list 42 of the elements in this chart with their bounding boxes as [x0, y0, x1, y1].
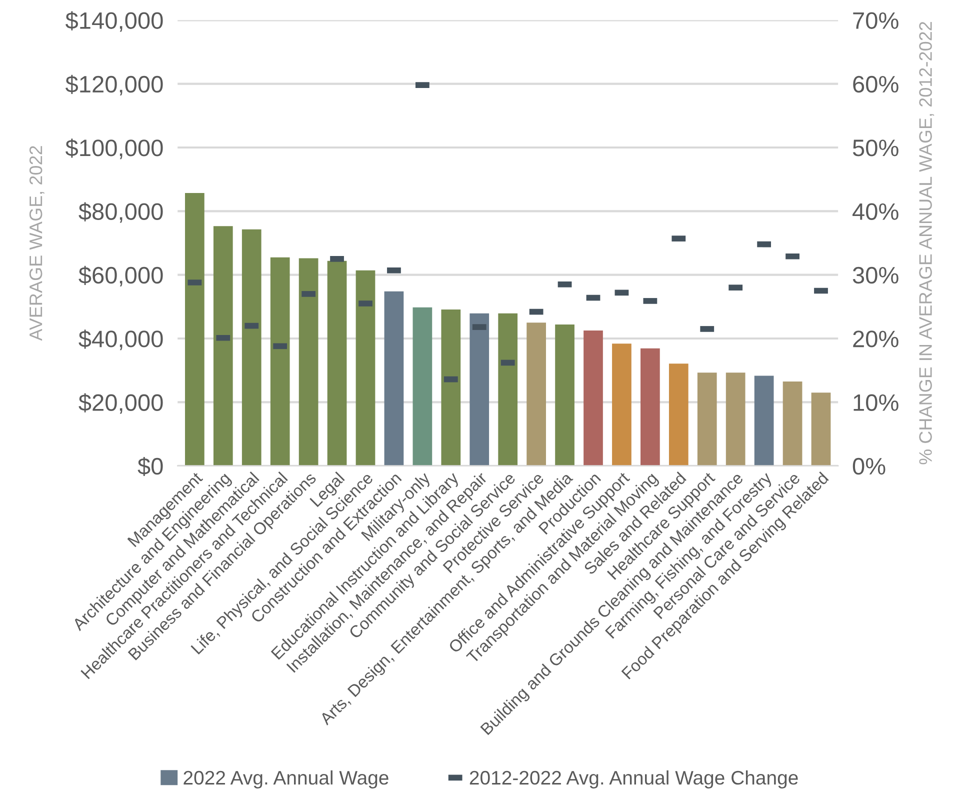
bar	[441, 310, 461, 466]
y2-axis-title: % CHANGE IN AVERAGE ANNUAL WAGE, 2012-2022	[919, 22, 934, 464]
bar	[640, 348, 660, 466]
y2-tick-label: 10%	[854, 394, 898, 411]
bar	[270, 257, 290, 466]
legend-label: 2012-2022 Avg. Annual Wage Change	[470, 770, 798, 788]
y-tick-label: $100,000	[65, 138, 163, 160]
bar	[185, 193, 204, 466]
y-tick-label: $40,000	[78, 330, 163, 350]
bar	[498, 313, 518, 466]
bar	[668, 364, 688, 466]
bar	[356, 270, 376, 466]
y-tick-label: $60,000	[78, 266, 163, 286]
y2-tick-label: 40%	[852, 203, 898, 220]
y-tick-label: $20,000	[78, 393, 163, 414]
bar	[782, 382, 802, 466]
bar	[298, 258, 318, 466]
bar	[754, 376, 774, 466]
y2-tick-label: 50%	[852, 140, 898, 156]
bar	[242, 229, 262, 466]
bar	[327, 260, 347, 466]
bar	[697, 372, 717, 466]
y2-tick-label: 70%	[853, 12, 898, 29]
bar	[470, 313, 490, 466]
y-tick-label: $140,000	[65, 11, 163, 32]
bar	[384, 291, 404, 466]
bar	[213, 226, 233, 466]
bar	[526, 322, 546, 466]
y-tick-label: $120,000	[65, 74, 163, 96]
bar	[612, 344, 632, 466]
y2-tick-label: 60%	[853, 76, 898, 93]
y-axis-title: AVERAGE WAGE, 2022	[29, 146, 44, 341]
y2-tick-label: 30%	[852, 266, 898, 284]
y2-tick-label: 0%	[852, 458, 886, 475]
bar	[584, 330, 603, 466]
y2-tick-label: 20%	[853, 330, 898, 348]
legend-label: 2022 Avg. Annual Wage	[184, 770, 388, 788]
bar	[811, 392, 831, 466]
y-tick-label: $80,000	[78, 202, 163, 223]
bar	[726, 372, 746, 466]
bar	[412, 307, 432, 466]
bar	[555, 324, 574, 466]
